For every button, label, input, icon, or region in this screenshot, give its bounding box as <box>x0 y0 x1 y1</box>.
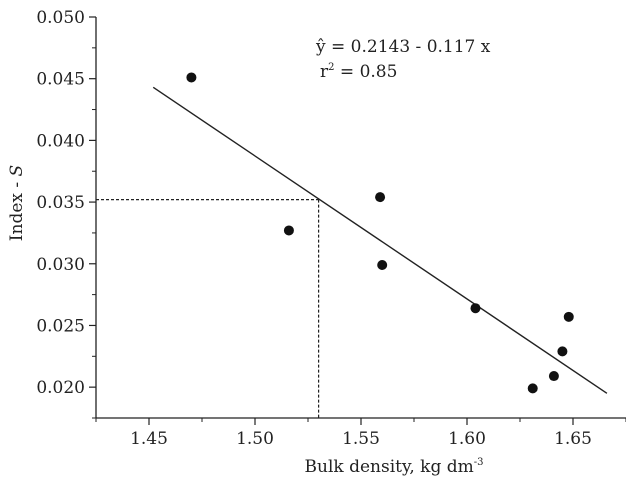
y-tick-label: 0.025 <box>36 316 85 336</box>
regression-equation: ŷ = 0.2143 - 0.117 x <box>315 37 491 57</box>
y-tick-label: 0.045 <box>36 70 85 90</box>
regression-line <box>152 86 608 394</box>
x-tick-label: 1.60 <box>448 429 486 449</box>
x-tick-label: 1.45 <box>130 429 168 449</box>
data-point <box>548 371 559 382</box>
y-tick-label: 0.030 <box>36 255 85 275</box>
y-tick-label: 0.050 <box>36 8 85 28</box>
r-squared-label: r2 = 0.85 <box>320 62 397 82</box>
y-tick-label: 0.040 <box>36 131 85 151</box>
data-point <box>377 260 388 271</box>
data-point <box>470 303 481 314</box>
data-point <box>527 383 538 394</box>
y-axis-title: Index - S <box>7 165 27 241</box>
data-point <box>186 72 197 83</box>
y-tick-label: 0.035 <box>36 193 85 213</box>
x-tick-label: 1.50 <box>236 429 274 449</box>
data-point <box>557 346 568 357</box>
y-tick-label: 0.020 <box>36 378 85 398</box>
data-point <box>563 311 574 322</box>
data-point <box>283 225 294 236</box>
x-tick-label: 1.65 <box>554 429 592 449</box>
x-tick-label: 1.55 <box>342 429 380 449</box>
reference-lines <box>96 199 320 418</box>
data-points <box>186 72 574 394</box>
regression-line-group <box>152 86 608 394</box>
x-axis-title: Bulk density, kg dm-3 <box>305 457 484 477</box>
ticks: 1.45 1.50 1.55 1.60 1.65 0.020 0.025 0.030 0.035… <box>36 8 626 449</box>
data-point <box>375 192 386 203</box>
